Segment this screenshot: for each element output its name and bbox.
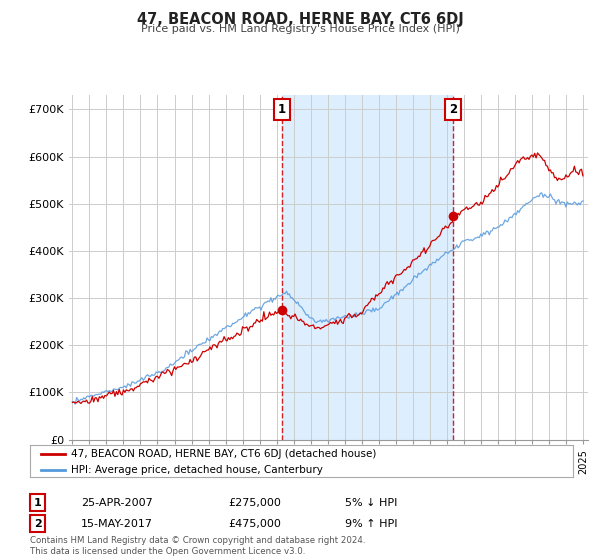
Text: 25-APR-2007: 25-APR-2007 [81, 498, 153, 508]
Text: 2: 2 [449, 103, 457, 116]
Text: £475,000: £475,000 [228, 519, 281, 529]
Text: 9% ↑ HPI: 9% ↑ HPI [345, 519, 398, 529]
Text: 15-MAY-2017: 15-MAY-2017 [81, 519, 153, 529]
Text: 2: 2 [34, 519, 41, 529]
Bar [282, 95, 453, 440]
Text: £275,000: £275,000 [228, 498, 281, 508]
Text: 1: 1 [278, 103, 286, 116]
Text: 5% ↓ HPI: 5% ↓ HPI [345, 498, 397, 508]
Text: 47, BEACON ROAD, HERNE BAY, CT6 6DJ: 47, BEACON ROAD, HERNE BAY, CT6 6DJ [137, 12, 463, 27]
Text: 47, BEACON ROAD, HERNE BAY, CT6 6DJ (detached house): 47, BEACON ROAD, HERNE BAY, CT6 6DJ (det… [71, 449, 376, 459]
Text: HPI: Average price, detached house, Canterbury: HPI: Average price, detached house, Cant… [71, 465, 323, 475]
Text: Contains HM Land Registry data © Crown copyright and database right 2024.
This d: Contains HM Land Registry data © Crown c… [30, 536, 365, 556]
Text: 1: 1 [34, 498, 41, 508]
Text: Price paid vs. HM Land Registry's House Price Index (HPI): Price paid vs. HM Land Registry's House … [140, 24, 460, 34]
